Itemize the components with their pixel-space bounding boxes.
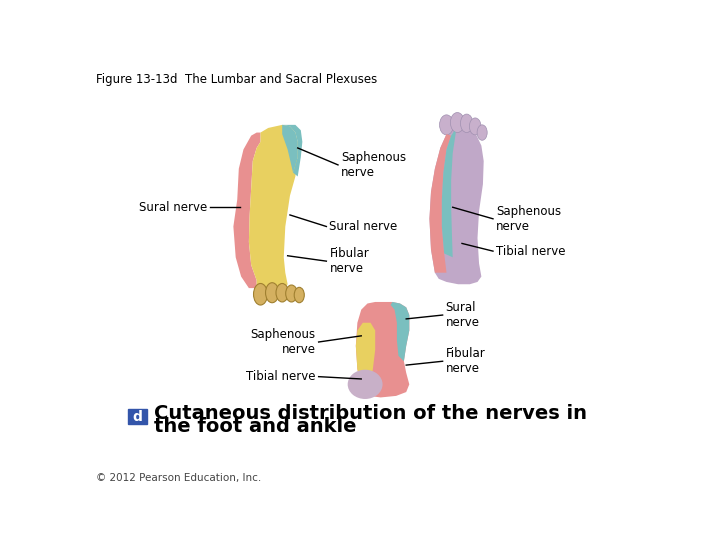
Text: Sural
nerve: Sural nerve — [446, 301, 480, 329]
Polygon shape — [391, 302, 409, 361]
Text: Fibular
nerve: Fibular nerve — [446, 347, 485, 375]
Ellipse shape — [253, 284, 267, 305]
Polygon shape — [356, 302, 409, 397]
Polygon shape — [429, 126, 484, 284]
Text: Saphenous
nerve: Saphenous nerve — [341, 151, 406, 179]
Ellipse shape — [286, 285, 297, 302]
Polygon shape — [429, 134, 451, 273]
Polygon shape — [282, 125, 297, 173]
FancyBboxPatch shape — [128, 409, 147, 424]
Polygon shape — [282, 125, 302, 177]
Text: © 2012 Pearson Education, Inc.: © 2012 Pearson Education, Inc. — [96, 473, 261, 483]
Text: Tibial nerve: Tibial nerve — [496, 245, 566, 258]
Polygon shape — [233, 132, 261, 288]
Ellipse shape — [294, 287, 305, 303]
Polygon shape — [249, 125, 297, 292]
Text: the foot and ankle: the foot and ankle — [153, 417, 356, 436]
Ellipse shape — [276, 284, 289, 302]
Text: Tibial nerve: Tibial nerve — [246, 370, 315, 383]
Ellipse shape — [461, 114, 473, 132]
Text: Saphenous
nerve: Saphenous nerve — [496, 205, 561, 233]
Text: d: d — [132, 410, 143, 424]
Text: Figure 13-13d  The Lumbar and Sacral Plexuses: Figure 13-13d The Lumbar and Sacral Plex… — [96, 72, 377, 85]
Ellipse shape — [266, 283, 279, 303]
Text: Sural nerve: Sural nerve — [330, 220, 397, 233]
Text: Sural nerve: Sural nerve — [139, 201, 207, 214]
Polygon shape — [356, 323, 375, 388]
Ellipse shape — [477, 125, 487, 140]
Ellipse shape — [469, 118, 481, 135]
Text: Fibular
nerve: Fibular nerve — [330, 247, 369, 275]
Text: Cutaneous distribution of the nerves in: Cutaneous distribution of the nerves in — [153, 404, 587, 423]
Ellipse shape — [439, 115, 454, 135]
Ellipse shape — [348, 370, 382, 399]
Polygon shape — [442, 131, 456, 257]
Text: Saphenous
nerve: Saphenous nerve — [251, 328, 315, 356]
Ellipse shape — [451, 112, 464, 132]
